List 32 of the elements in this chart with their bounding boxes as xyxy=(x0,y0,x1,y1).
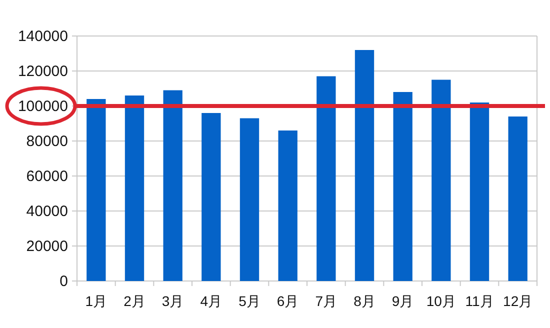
y-tick-label: 20000 xyxy=(26,238,68,255)
x-tick-label: 8月 xyxy=(354,293,376,309)
bar xyxy=(124,96,144,281)
y-tick-label: 140000 xyxy=(18,28,68,45)
bar xyxy=(240,118,260,281)
bar xyxy=(202,113,221,281)
y-tick-label: 0 xyxy=(60,273,68,290)
y-tick-label: 80000 xyxy=(26,133,68,150)
bar xyxy=(316,76,336,281)
x-tick-label: 1月 xyxy=(85,293,108,309)
bar xyxy=(163,90,182,281)
bar xyxy=(278,130,298,281)
x-tick-label: 6月 xyxy=(276,293,299,309)
bar xyxy=(508,116,528,281)
x-tick-label: 4月 xyxy=(200,293,222,309)
bar xyxy=(393,92,412,281)
x-tick-label: 5月 xyxy=(238,293,260,309)
bar xyxy=(86,99,106,281)
y-tick-label: 40000 xyxy=(26,203,68,220)
x-tick-label: 12月 xyxy=(503,293,533,309)
y-tick-label: 120000 xyxy=(18,63,68,80)
x-tick-label: 7月 xyxy=(315,293,338,309)
x-tick-label: 10月 xyxy=(426,293,456,309)
y-tick-label: 60000 xyxy=(26,168,68,185)
bar xyxy=(354,50,374,281)
x-tick-label: 3月 xyxy=(162,293,184,309)
x-tick-label: 11月 xyxy=(465,293,494,309)
bar xyxy=(470,102,490,281)
x-tick-label: 9月 xyxy=(392,293,414,309)
y-tick-label: 100000 xyxy=(18,98,68,115)
bar xyxy=(432,80,451,281)
x-tick-label: 2月 xyxy=(124,293,146,309)
